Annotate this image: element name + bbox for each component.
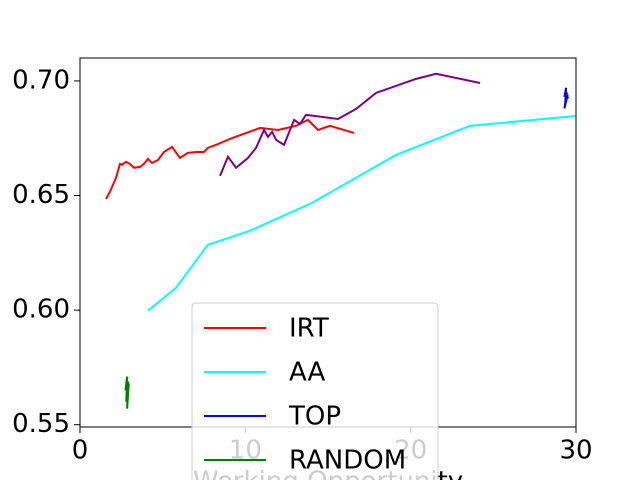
series-line bbox=[105, 118, 355, 200]
y-tick-label: 0.65 bbox=[12, 180, 70, 210]
legend-label: IRT bbox=[289, 314, 329, 344]
y-tick-label: 0.70 bbox=[12, 65, 70, 95]
series-line bbox=[219, 72, 481, 177]
legend: IRT AA TOP RANDOM bbox=[191, 302, 439, 480]
series-line bbox=[563, 87, 570, 109]
legend-label: AA bbox=[289, 358, 326, 388]
series-line bbox=[124, 376, 130, 409]
x-tick-label: 30 bbox=[559, 436, 592, 466]
legend-label: TOP bbox=[288, 402, 341, 432]
y-tick-label: 0.55 bbox=[12, 409, 70, 439]
legend-box bbox=[191, 302, 439, 480]
legend-label: RANDOM bbox=[289, 446, 406, 476]
series-line bbox=[147, 114, 577, 312]
x-tick-label: 0 bbox=[72, 436, 89, 466]
y-tick-label: 0.60 bbox=[12, 295, 70, 325]
